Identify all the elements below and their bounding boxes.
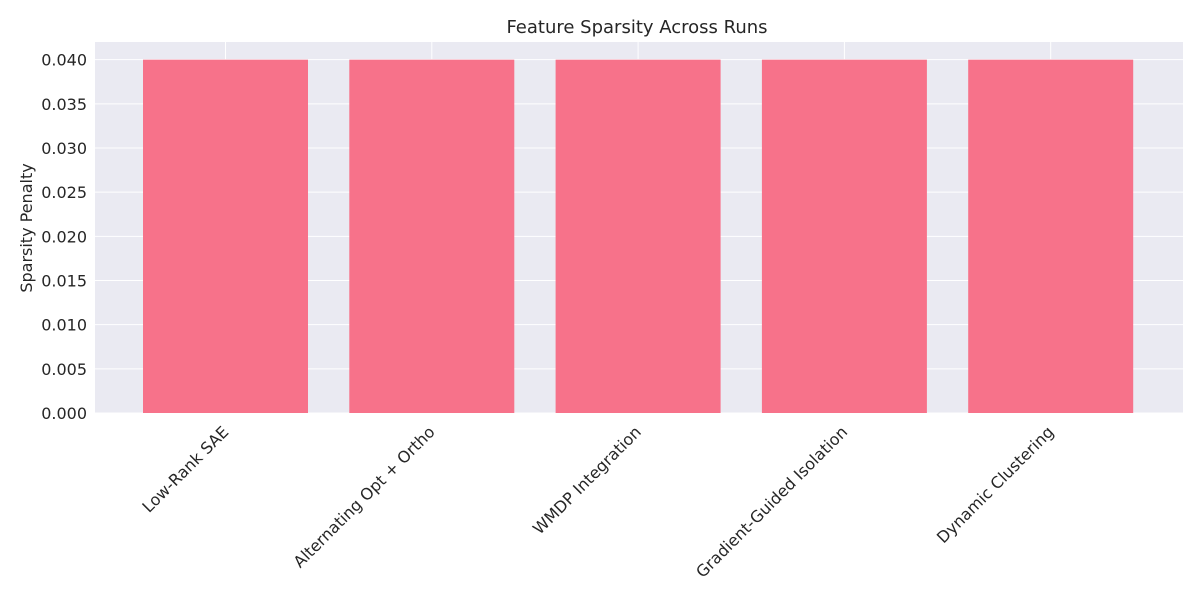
bar <box>761 59 927 414</box>
y-axis-label: Sparsity Penalty <box>17 163 36 292</box>
y-tick-label: 0.010 <box>41 316 87 335</box>
y-tick-label: 0.020 <box>41 227 87 246</box>
bar <box>143 59 308 414</box>
x-tick-label: Low-Rank SAE <box>138 422 232 516</box>
y-tick-label: 0.030 <box>41 139 87 158</box>
x-tick-labels: Low-Rank SAE Alternating Opt + Ortho WMDP … <box>138 422 1057 581</box>
y-tick-label: 0.040 <box>41 51 87 70</box>
bar <box>555 59 721 414</box>
x-tick-label: Gradient-Guided Isolation <box>692 422 851 581</box>
x-tick-label: WMDP Integration <box>529 422 645 538</box>
y-tick-label: 0.005 <box>41 360 87 379</box>
y-tick-labels: 0.000 0.005 0.010 0.015 0.020 0.025 0.030 0.035… <box>41 51 87 423</box>
y-tick-label: 0.000 <box>41 404 87 423</box>
bar <box>968 59 1134 414</box>
x-tick-label: Dynamic Clustering <box>933 422 1058 547</box>
y-tick-label: 0.015 <box>41 272 87 291</box>
bar <box>349 59 515 414</box>
chart-title: Feature Sparsity Across Runs <box>506 17 767 38</box>
x-tick-label: Alternating Opt + Ortho <box>290 422 439 571</box>
y-tick-label: 0.025 <box>41 183 87 202</box>
y-tick-label: 0.035 <box>41 95 87 114</box>
bars <box>143 59 1134 414</box>
